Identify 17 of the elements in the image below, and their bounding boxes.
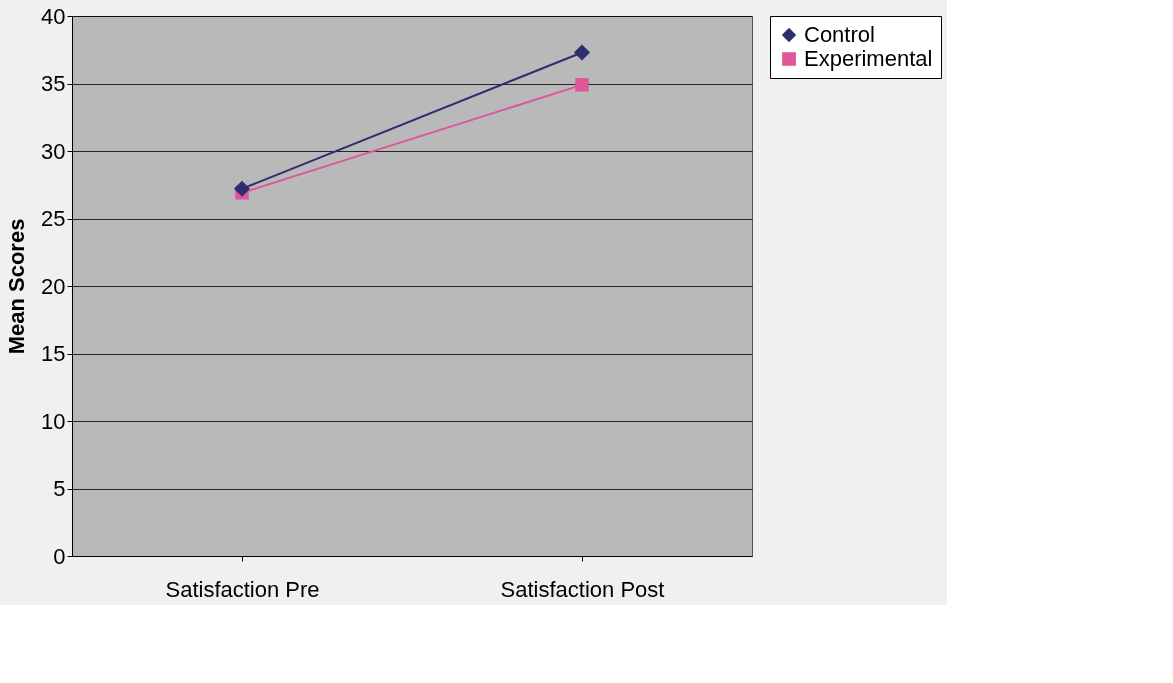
y-tick-label: 35 (41, 71, 66, 96)
point (233, 180, 251, 197)
x-tick-label: Satisfaction Post (500, 576, 665, 602)
y-tick-label: 5 (53, 476, 66, 501)
y-axis-title: Mean Scores (4, 218, 30, 355)
y-tick-label: 25 (41, 206, 66, 231)
legend-label: Experimental (804, 46, 933, 71)
y-tick-label: 10 (41, 408, 66, 434)
point (575, 78, 589, 92)
y-tick-label: 30 (41, 138, 66, 164)
y-tick-label: 15 (41, 341, 66, 366)
y-tick-label: 0 (53, 543, 66, 569)
y-tick-label: 20 (41, 273, 66, 299)
point (573, 44, 591, 61)
y-tick-label: 40 (41, 3, 66, 29)
legend-label: Control (804, 22, 875, 47)
x-tick-label: Satisfaction Pre (165, 576, 320, 602)
